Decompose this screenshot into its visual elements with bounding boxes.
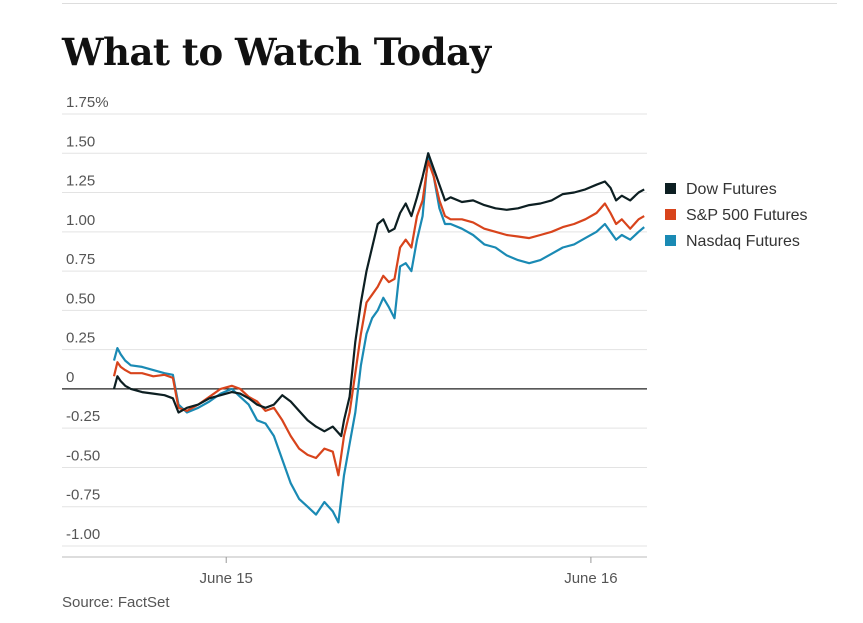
series-line-nasdaq-futures [112,152,645,524]
y-tick-label: 1.00 [66,212,95,229]
legend-swatch [665,235,676,246]
y-tick-label: 1.75% [66,94,109,111]
y-tick-label: 0.50 [66,290,95,307]
x-axis: June 15 June 16 [62,556,647,587]
y-tick-label: 0 [66,369,74,386]
page-title: What to Watch Today [62,30,491,74]
series-lines [112,152,645,524]
source-note: Source: FactSet [62,594,170,611]
legend-label: Nasdaq Futures [686,233,800,250]
legend: Dow Futures S&P 500 Futures Nasdaq Futures [665,181,808,250]
y-tick-label: -0.75 [66,487,100,504]
y-tick-label: 1.25 [66,173,95,190]
legend-swatch [665,209,676,220]
y-tick-label: -0.50 [66,447,100,464]
legend-swatch [665,183,676,194]
x-tick-label: June 16 [564,570,617,587]
top-rule [62,3,837,4]
y-tick-label: -0.25 [66,408,100,425]
y-axis-labels: 1.75% 1.50 1.25 1.00 0.75 0.50 0.25 0 -0.25 -0.50… [66,94,109,543]
y-tick-label: -1.00 [66,526,100,543]
y-tick-label: 0.75 [66,251,95,268]
grid-lines [62,113,647,547]
x-tick-label: June 15 [200,570,253,587]
y-tick-label: 0.25 [66,330,95,347]
legend-label: Dow Futures [686,181,777,198]
legend-label: S&P 500 Futures [686,207,808,224]
series-line-dow-futures [112,152,645,438]
y-tick-label: 1.50 [66,133,95,150]
